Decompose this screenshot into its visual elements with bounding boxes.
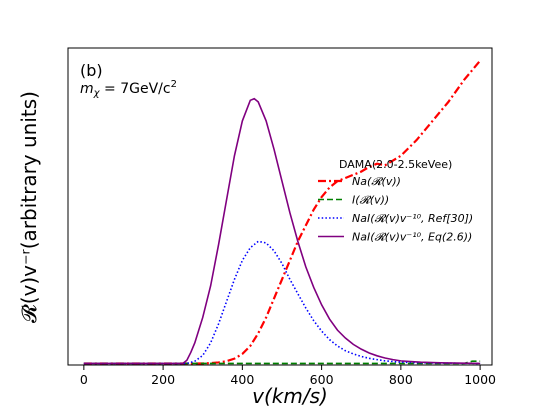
series-line-1 bbox=[83, 59, 481, 365]
series-line-4 bbox=[83, 97, 481, 365]
x-tick-label: 400 bbox=[230, 372, 254, 387]
legend-label-nai-v-v-eq-2-6: NaI(𝓡(v)v⁻¹⁰, Eq(2.6)) bbox=[352, 231, 472, 244]
x-axis: 0 200 400 600 800 1000 bbox=[80, 365, 496, 387]
panel-label: (b) bbox=[80, 61, 103, 80]
x-axis-title: v(km/s) bbox=[252, 384, 328, 408]
series-line-3 bbox=[83, 240, 481, 365]
legend-title: DAMA(2.0-2.5keVee) bbox=[339, 158, 452, 171]
legend-entries: Na(𝓡(v)) I(𝓡(v)) NaI(𝓡(v)v⁻¹⁰, Ref[30]) NaI… bbox=[318, 175, 473, 244]
mass-annotation: mχ = 7GeV/c2 bbox=[80, 79, 177, 99]
x-tick-label: 1000 bbox=[464, 372, 496, 387]
x-tick-label: 600 bbox=[310, 372, 334, 387]
x-tick-label: 800 bbox=[389, 372, 413, 387]
series-layer bbox=[83, 59, 481, 365]
legend-label-nai-v-v-ref-30: NaI(𝓡(v)v⁻¹⁰, Ref[30]) bbox=[352, 212, 473, 225]
y-axis-title: 𝓡(v)v⁻ʳ(arbitrary units) bbox=[17, 91, 41, 323]
legend-label-i-v: I(𝓡(v)) bbox=[352, 194, 389, 207]
plot-frame bbox=[67, 47, 493, 366]
x-tick-label: 0 bbox=[80, 372, 88, 387]
legend: DAMA(2.0-2.5keVee) Na(𝓡(v)) I(𝓡(v)) NaI(𝓡(… bbox=[318, 158, 473, 244]
legend-label-na-v: Na(𝓡(v)) bbox=[352, 175, 401, 188]
x-tick-label: 200 bbox=[151, 372, 175, 387]
